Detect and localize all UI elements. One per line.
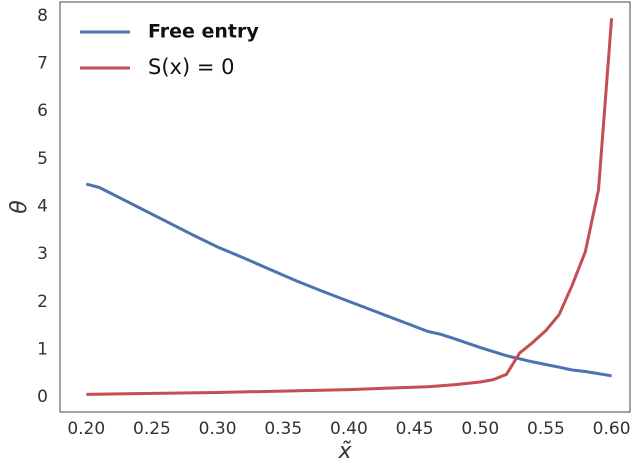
x-tick-label: 0.55 [527,419,565,439]
legend-label: Free entry [148,21,259,43]
plot-frame [59,1,631,413]
y-tick-label: 2 [37,292,48,312]
x-tick-label: 0.45 [396,419,434,439]
y-tick-label: 6 [37,101,48,121]
x-tick-label: 0.50 [461,419,499,439]
x-tick-label: 0.20 [67,419,105,439]
y-tick-label: 1 [37,340,48,360]
x-tick-label: 0.30 [199,419,237,439]
y-tick-label: 3 [37,244,48,264]
series-line [85,182,612,378]
y-tick-label: 7 [37,54,48,74]
y-tick-label: 4 [37,197,48,217]
y-tick-label: 0 [37,387,48,407]
y-axis-label: θ [7,200,32,214]
y-tick-label: 5 [37,149,48,169]
legend-label: S(x) = 0 [148,55,234,79]
x-axis-label: x̃ [337,439,352,464]
y-tick-label: 8 [37,6,48,26]
x-tick-label: 0.40 [330,419,368,439]
x-tick-label: 0.60 [593,419,631,439]
x-tick-label: 0.25 [133,419,171,439]
x-tick-label: 0.35 [264,419,302,439]
series-line [86,18,614,396]
